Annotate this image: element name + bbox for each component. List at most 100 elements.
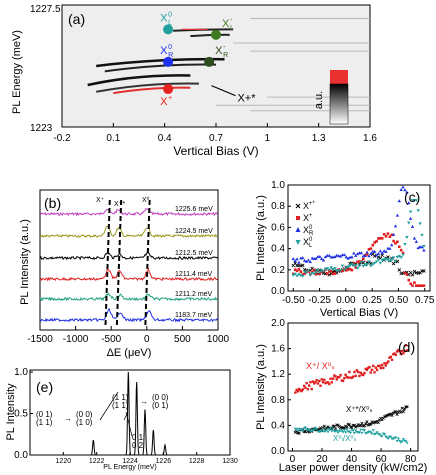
panel-d-point	[318, 379, 321, 383]
panel-c-point	[344, 266, 348, 270]
panel-d-point	[373, 371, 376, 374]
svg-text:→: →	[64, 414, 72, 423]
panel-d-point	[374, 366, 377, 369]
panel-b-trace-0	[39, 208, 218, 217]
panel-c-point	[408, 210, 413, 214]
panel-c-xtick-label: 0.75	[415, 295, 435, 306]
panel-c-point	[373, 241, 376, 244]
panel-d-point	[399, 352, 403, 356]
panel-d-point	[401, 409, 405, 414]
panel-d-point	[320, 430, 324, 433]
panel-d-xtick-label: 80	[405, 454, 417, 465]
panel-e-leader-1	[99, 391, 119, 421]
panel-c-point	[301, 256, 305, 260]
panel-c-point	[380, 259, 384, 263]
panel-a-marker-XL-	[211, 29, 221, 40]
svg-text:(1 1): (1 1)	[112, 393, 129, 402]
panel-d-point	[395, 350, 399, 353]
panel-c-point	[354, 264, 358, 268]
panel-d-point	[405, 405, 409, 409]
panel-c-point	[374, 260, 379, 264]
panel-c-point	[295, 269, 299, 273]
panel-c-xlabel: Vertical Bias (V)	[320, 307, 398, 319]
panel-a-marker-label: X	[160, 96, 168, 108]
panel-c-point	[333, 255, 337, 259]
panel-c-point	[323, 255, 328, 259]
panel-a-xtick-label: 1	[265, 133, 271, 144]
panel-d-point	[324, 381, 327, 385]
panel-c-point	[293, 272, 297, 276]
panel-d-point	[369, 371, 372, 374]
panel-c-point	[314, 272, 318, 276]
panel-c-point	[399, 248, 403, 252]
panel-c-point	[392, 239, 395, 243]
panel-d-point	[364, 422, 368, 426]
panel-c-point	[333, 272, 337, 275]
panel-d-point	[398, 349, 401, 353]
panel-c-xticks: -0.50 -0.25 0.00 0.25 0.50 0.75	[282, 288, 435, 306]
panel-d-point	[394, 353, 398, 357]
panel-c-point	[301, 273, 305, 276]
panel-c-point	[314, 256, 318, 260]
panel-d-point	[326, 381, 330, 384]
panel-c-point	[312, 272, 316, 276]
panel-b-trace-3	[39, 266, 218, 282]
panel-d-point	[341, 430, 345, 434]
panel-c-point	[418, 222, 422, 226]
panel-c-point	[371, 243, 375, 247]
panel-d-xtick-label: 0	[290, 454, 296, 465]
panel-c-point	[329, 269, 333, 273]
panel-d-point	[367, 366, 370, 370]
panel-d-point	[321, 427, 325, 431]
panel-c-point	[397, 245, 401, 249]
panel-c-legend-sup: 0	[309, 237, 313, 243]
panel-c-point	[422, 245, 426, 249]
panel-d-point	[335, 429, 339, 433]
panel-c-point	[397, 255, 401, 259]
panel-d-point	[345, 425, 349, 429]
panel-d-point	[327, 428, 331, 432]
panel-d-point	[374, 432, 378, 436]
panel-a: X 0L X -LX 0R X -RX + X+* (a) -0.2 0.1 0.4 0.7 1 1.3 1…	[11, 4, 377, 158]
panel-c-point	[388, 259, 392, 263]
panel-c-point	[295, 274, 299, 278]
panel-d-point	[381, 432, 385, 436]
panel-a-marker-label: X+*	[237, 93, 256, 105]
panel-d-point	[349, 431, 353, 435]
panel-e-xticks: 1220 1222 1224 1226 1228 1230	[56, 452, 238, 465]
panel-e-xtick-label: 1228	[189, 458, 205, 465]
panel-d-point	[405, 441, 409, 445]
panel-c-point	[331, 272, 335, 276]
panel-a-marker-X+	[163, 84, 174, 95]
panel-b-xticks: -1500 -1000 -500 0 500 1000	[27, 326, 230, 345]
panel-c-point	[407, 221, 411, 225]
panel-c-legend-marker	[296, 216, 300, 220]
panel-c-legend-sub: L	[309, 243, 313, 249]
panel-c-point	[316, 268, 320, 272]
panel-d-point	[358, 374, 361, 378]
panel-c-point	[346, 256, 350, 260]
panel-d-point	[336, 375, 340, 379]
panel-d-point	[360, 373, 364, 376]
panel-a-xticks: -0.2 0.1 0.4 0.7 1 1.3 1.6	[53, 123, 377, 144]
panel-d-point	[324, 429, 328, 433]
panel-d-point	[311, 380, 315, 383]
panel-d-point	[360, 421, 364, 425]
panel-d-point	[336, 431, 340, 435]
panel-d-point	[350, 428, 354, 432]
panel-c-point	[350, 255, 354, 259]
panel-d-point	[340, 379, 344, 382]
panel-b-xtick-label: -1000	[63, 334, 89, 345]
panel-e-ytick-label: 1.0	[14, 367, 28, 378]
panel-c-point	[362, 257, 365, 261]
panel-d-point	[404, 344, 408, 347]
panel-b-peak-xplusstar: X⁺*	[114, 201, 125, 208]
panel-d-point	[329, 427, 333, 430]
panel-c-point	[310, 256, 314, 260]
panel-c-ytick-label: 1.0	[271, 180, 285, 191]
panel-d-point	[355, 369, 359, 372]
panel-c-point	[342, 253, 347, 257]
panel-c-point	[318, 270, 322, 274]
panel-d-point	[335, 378, 339, 381]
panel-d-point	[351, 375, 355, 378]
